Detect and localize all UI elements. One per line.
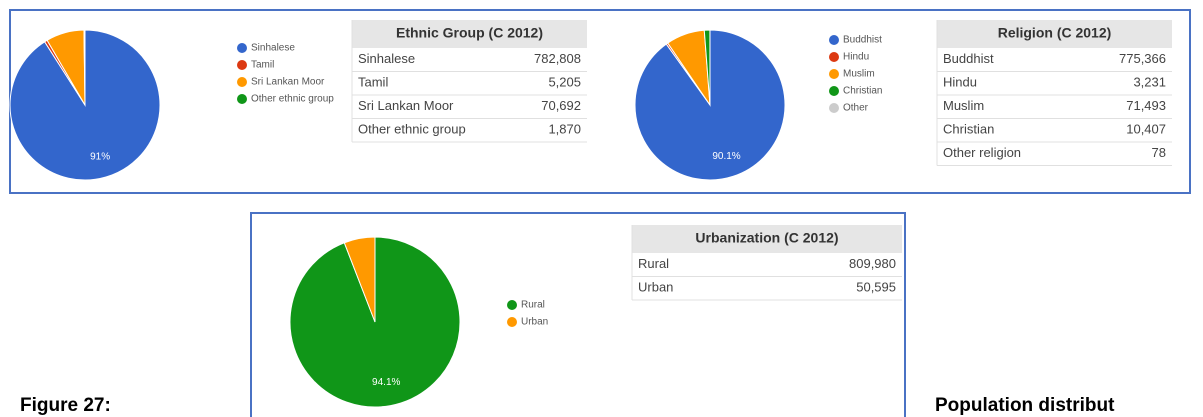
legend-label: Tamil: [251, 60, 274, 71]
table-row-label: Urban: [638, 280, 673, 295]
table-row-label: Christian: [943, 122, 994, 137]
legend-swatch: [237, 43, 247, 53]
table-row-value: 10,407: [1126, 122, 1166, 137]
table-row-value: 782,808: [534, 51, 581, 66]
table-header: [632, 225, 902, 253]
table-row-label: Hindu: [943, 75, 977, 90]
legend-label: Christian: [843, 86, 882, 97]
table-row-label: Buddhist: [943, 51, 994, 66]
figure-label: Figure 27:: [20, 395, 111, 416]
table-row-value: 809,980: [849, 256, 896, 271]
table-row-value: 70,692: [541, 98, 581, 113]
legend-label: Hindu: [843, 52, 869, 63]
table-header: [352, 20, 587, 48]
table-row-label: Other religion: [943, 145, 1021, 160]
table-title: Ethnic Group (C 2012): [396, 25, 543, 41]
legend-label: Buddhist: [843, 35, 882, 46]
legend-label: Other: [843, 103, 869, 114]
table-title: Urbanization (C 2012): [695, 230, 838, 246]
legend-label: Sinhalese: [251, 43, 295, 54]
slice-label: 91%: [90, 151, 110, 162]
table-row-label: Muslim: [943, 98, 984, 113]
table-row-value: 775,366: [1119, 51, 1166, 66]
table-row-label: Tamil: [358, 75, 388, 90]
table-row-value: 50,595: [856, 280, 896, 295]
legend-swatch: [507, 300, 517, 310]
caption: Population distribut: [935, 395, 1115, 416]
table-row-value: 5,205: [548, 75, 581, 90]
table-row-value: 1,870: [548, 122, 581, 137]
table-row-value: 78: [1152, 145, 1166, 160]
legend-swatch: [237, 94, 247, 104]
legend-swatch: [829, 86, 839, 96]
legend-swatch: [829, 52, 839, 62]
slice-label: 94.1%: [372, 377, 400, 388]
legend-label: Urban: [521, 317, 548, 328]
pie-slice: [83, 29, 86, 106]
pie-slice: [343, 236, 376, 323]
legend-label: Muslim: [843, 69, 875, 80]
table-row-value: 71,493: [1126, 98, 1166, 113]
legend-swatch: [237, 77, 247, 87]
legend-label: Rural: [521, 300, 545, 311]
table-header: [937, 20, 1172, 48]
slice-label: 90.1%: [712, 151, 740, 162]
table-row-label: Rural: [638, 256, 669, 271]
table-row-label: Other ethnic group: [358, 122, 466, 137]
legend-label: Other ethnic group: [251, 94, 334, 105]
table-row-value: 3,231: [1133, 75, 1166, 90]
legend-swatch: [829, 35, 839, 45]
legend-swatch: [237, 60, 247, 70]
table-row-label: Sinhalese: [358, 51, 415, 66]
panel-border: [250, 212, 906, 417]
legend-label: Sri Lankan Moor: [251, 77, 325, 88]
legend-swatch: [507, 317, 517, 327]
table-title: Religion (C 2012): [998, 25, 1112, 41]
table-row-label: Sri Lankan Moor: [358, 98, 454, 113]
legend-swatch: [829, 69, 839, 79]
legend-swatch: [829, 103, 839, 113]
